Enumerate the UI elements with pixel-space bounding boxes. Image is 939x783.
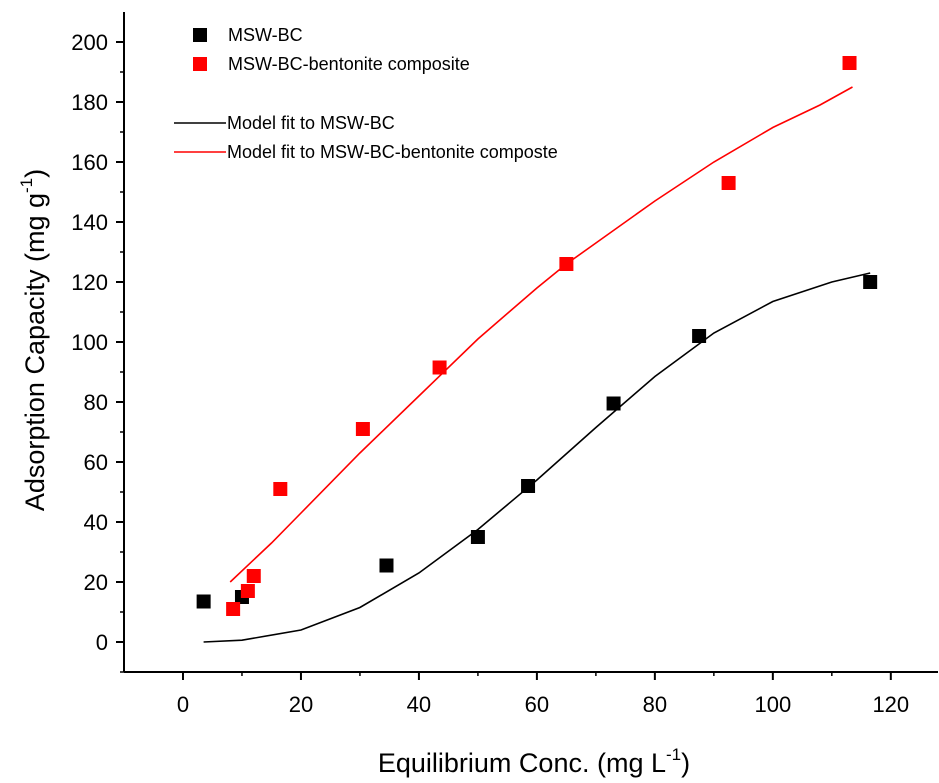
x-tick-label: 60 xyxy=(525,692,549,717)
y-axis-title: Adsorption Capacity (mg g-1) xyxy=(17,169,50,511)
data-point xyxy=(240,584,255,598)
x-tick-label: 40 xyxy=(407,692,431,717)
data-point xyxy=(606,396,621,411)
legend-label: Model fit to MSW-BC xyxy=(227,113,395,133)
y-tick-label: 200 xyxy=(71,30,108,55)
data-point xyxy=(196,594,211,609)
legend-marker xyxy=(193,28,207,42)
x-tick-label: 120 xyxy=(872,692,909,717)
data-point xyxy=(470,530,485,544)
fit-line xyxy=(203,272,871,643)
y-tick-label: 80 xyxy=(84,390,108,415)
x-axis-title: Equilibrium Conc. (mg L-1) xyxy=(378,745,690,778)
data-point xyxy=(379,558,394,573)
y-tick-label: 140 xyxy=(71,210,108,235)
y-tick-label: 120 xyxy=(71,270,108,295)
y-tick-label: 60 xyxy=(84,450,108,475)
y-tick-label: 100 xyxy=(71,330,108,355)
y-tick-label: 160 xyxy=(71,150,108,175)
x-tick-label: 0 xyxy=(177,692,189,717)
data-point xyxy=(226,602,241,616)
plot-area xyxy=(196,56,878,643)
fit-line xyxy=(229,86,853,583)
data-point xyxy=(432,360,447,375)
data-point xyxy=(559,257,574,271)
legend-label: MSW-BC xyxy=(228,25,303,45)
y-tick-label: 180 xyxy=(71,90,108,115)
y-tick-label: 0 xyxy=(96,630,108,655)
data-point xyxy=(721,176,736,190)
x-tick-label: 80 xyxy=(643,692,667,717)
x-tick-label: 100 xyxy=(754,692,791,717)
data-point xyxy=(521,479,536,493)
x-tick-label: 20 xyxy=(289,692,313,717)
legend-label: Model fit to MSW-BC-bentonite composte xyxy=(227,142,558,162)
data-point xyxy=(842,56,857,70)
legend: MSW-BC MSW-BC-bentonite composite Model fi… xyxy=(174,25,558,162)
data-point xyxy=(863,275,878,289)
data-point xyxy=(273,482,288,496)
ticks: 0 20 40 60 80 100 120 140 160 180 200 0 20 40 60 80 100 1… xyxy=(71,30,909,717)
legend-marker xyxy=(193,57,207,71)
y-tick-label: 20 xyxy=(84,570,108,595)
data-point xyxy=(246,569,261,583)
legend-label: MSW-BC-bentonite composite xyxy=(228,54,470,74)
y-tick-label: 40 xyxy=(84,510,108,535)
axes xyxy=(123,12,938,673)
data-point xyxy=(355,422,370,436)
data-point xyxy=(692,329,707,343)
